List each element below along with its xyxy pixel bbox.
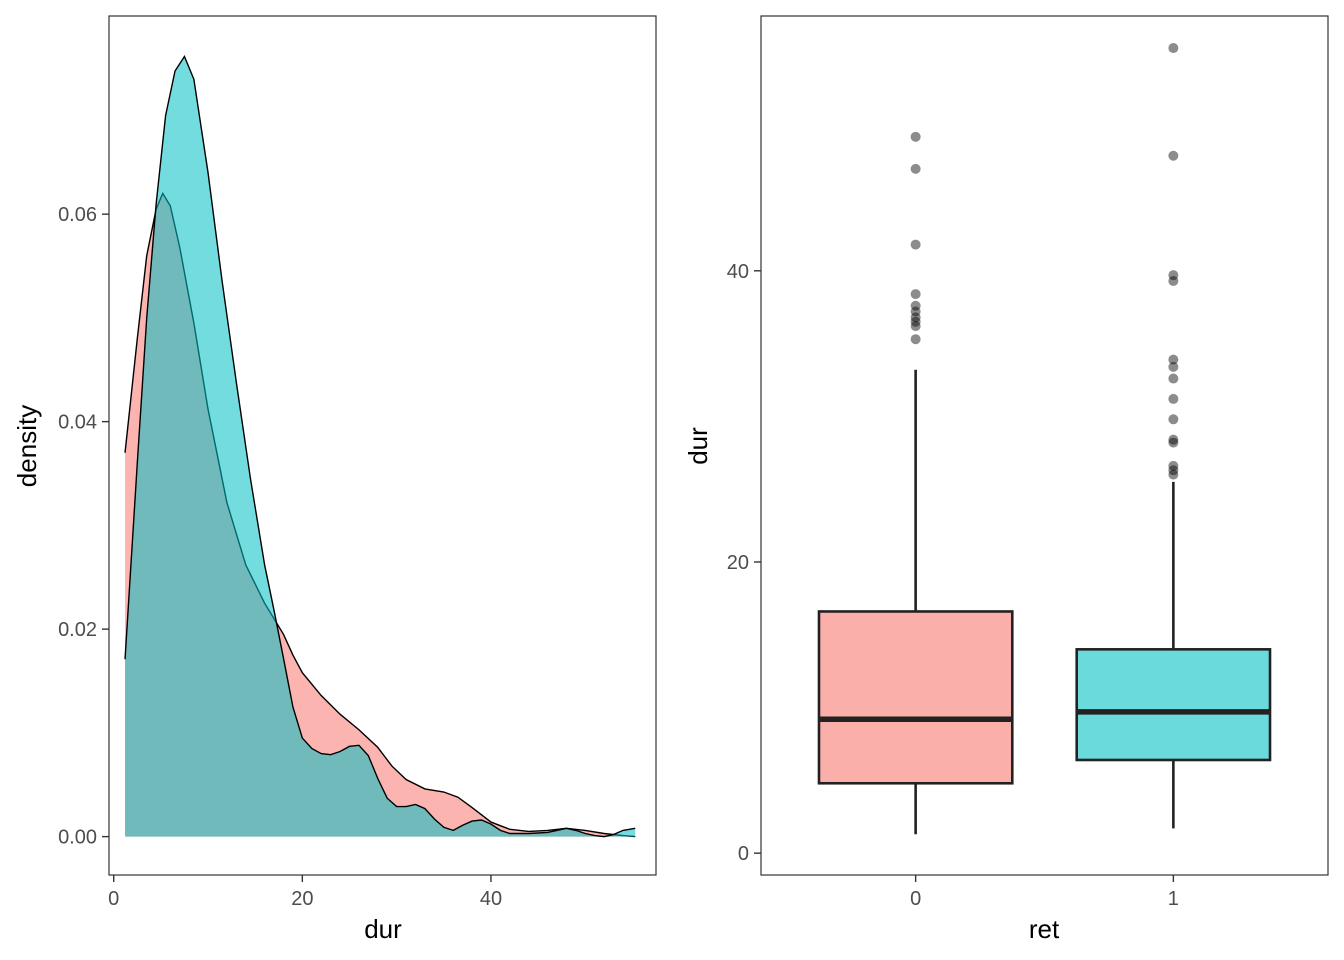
box-outlier-0 <box>910 131 921 142</box>
box-outlier-1 <box>1168 460 1179 471</box>
box-outlier-0 <box>910 334 921 345</box>
density-line-1 <box>124 54 636 838</box>
box-outlier-0 <box>910 300 921 311</box>
box-outlier-1 <box>1168 150 1179 161</box>
box-outlier-0 <box>910 316 921 327</box>
density-y-tick-label: 0.02 <box>58 619 97 641</box>
box-outlier-1 <box>1168 434 1179 445</box>
box-outlier-1 <box>1168 43 1179 54</box>
box-1 <box>1075 648 1272 762</box>
box-outlier-1 <box>1168 414 1179 425</box>
box-y-tick-label: 40 <box>727 261 749 283</box>
box-outlier-0 <box>910 306 921 317</box>
density-y-axis-title: density <box>12 405 42 487</box>
box-outlier-1 <box>1168 270 1179 281</box>
box-outlier-1 <box>1168 465 1179 476</box>
box-outlier-1 <box>1168 437 1179 448</box>
density-areas <box>124 54 636 838</box>
density-x-tick-label: 0 <box>108 888 119 910</box>
box-x-tick-label: 0 <box>910 888 921 910</box>
box-x-axis-title: ret <box>1029 914 1060 944</box>
box-panel-frame <box>760 15 1329 876</box>
density-y-axis: 0.00 0.02 0.04 0.06 <box>58 204 109 849</box>
density-x-axis-title: dur <box>364 914 402 944</box>
density-x-tick-label: 40 <box>480 888 502 910</box>
density-x-tick-label: 20 <box>291 888 313 910</box>
box-y-tick-label: 20 <box>727 552 749 574</box>
density-y-tick-label: 0.04 <box>58 412 97 434</box>
box-outlier-1 <box>1168 393 1179 404</box>
box-outlier-1 <box>1168 354 1179 365</box>
box-outlier-1 <box>1168 275 1179 286</box>
box-y-axis-title: dur <box>683 427 713 465</box>
box-y-tick-label: 0 <box>738 843 749 865</box>
box-0 <box>817 610 1014 785</box>
density-x-axis: 0 20 40 <box>108 875 502 910</box>
box-outlier-0 <box>910 312 921 323</box>
box-outlier-0 <box>910 321 921 332</box>
box-marks <box>817 43 1272 835</box>
box-outlier-1 <box>1168 373 1179 384</box>
box-y-axis: 0 20 40 <box>727 261 761 865</box>
box-outlier-1 <box>1168 361 1179 372</box>
box-outlier-0 <box>910 163 921 174</box>
box-x-tick-label: 1 <box>1168 888 1179 910</box>
box-outlier-1 <box>1168 469 1179 480</box>
density-y-tick-label: 0.00 <box>58 827 97 849</box>
density-y-tick-label: 0.06 <box>58 204 97 226</box>
density-panel-frame <box>108 15 657 876</box>
box-outlier-0 <box>910 289 921 300</box>
density-area-1 <box>125 56 636 837</box>
box-outlier-0 <box>910 239 921 250</box>
